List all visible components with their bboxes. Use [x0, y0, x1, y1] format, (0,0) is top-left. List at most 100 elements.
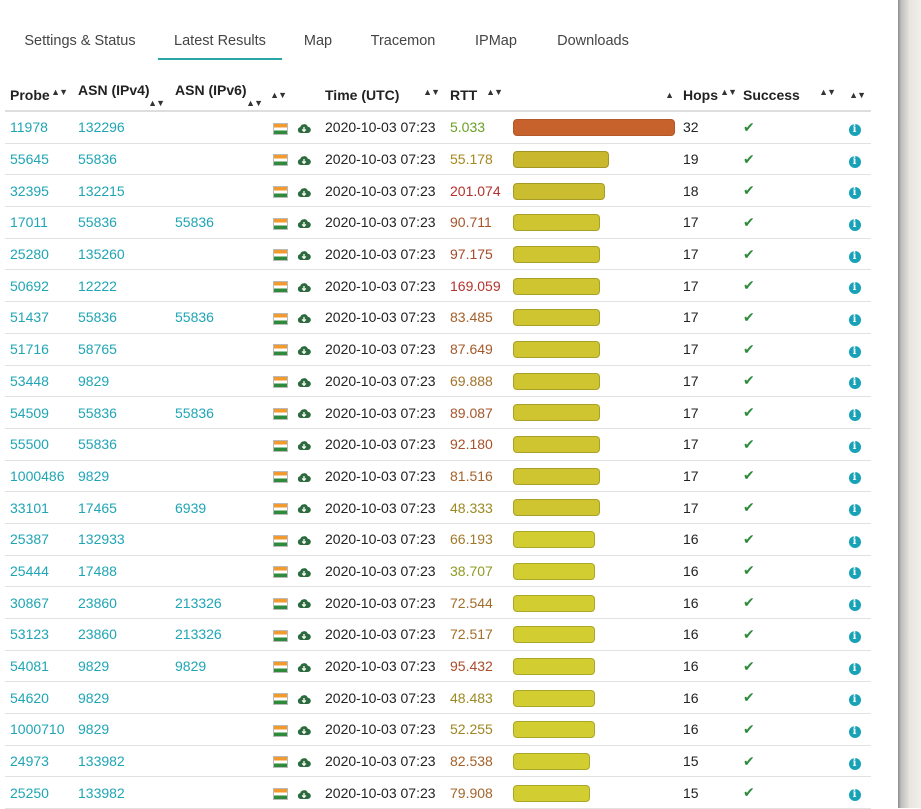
asn-ipv6-link[interactable]: 213326 — [175, 594, 222, 611]
probe-link[interactable]: 30867 — [10, 594, 49, 611]
asn-ipv4-link[interactable]: 12222 — [78, 277, 117, 294]
tab-map[interactable]: Map — [303, 33, 333, 49]
asn-ipv4-link[interactable]: 133982 — [78, 753, 125, 770]
cloud-download-icon[interactable] — [297, 567, 311, 578]
probe-link[interactable]: 55500 — [10, 436, 49, 453]
info-icon[interactable]: i — [848, 345, 861, 358]
info-icon[interactable]: i — [848, 155, 861, 168]
asn-ipv4-link[interactable]: 9829 — [78, 721, 110, 738]
probe-link[interactable]: 1000486 — [10, 467, 65, 484]
header-probe[interactable]: Probe ▲▼ — [5, 80, 73, 112]
asn-ipv6-link[interactable]: 55836 — [175, 214, 214, 231]
cloud-download-icon[interactable] — [297, 725, 311, 736]
asn-ipv4-link[interactable]: 55836 — [78, 309, 117, 326]
probe-link[interactable]: 55645 — [10, 151, 49, 168]
probe-link[interactable]: 1000710 — [10, 721, 65, 738]
asn-ipv4-link[interactable]: 132933 — [78, 531, 125, 548]
cloud-download-icon[interactable] — [297, 408, 311, 419]
info-icon[interactable]: i — [848, 504, 861, 517]
info-icon[interactable]: i — [848, 123, 861, 136]
probe-link[interactable]: 53123 — [10, 626, 49, 643]
info-icon[interactable]: i — [848, 250, 861, 263]
header-asn-ipv6[interactable]: ASN (IPv6) ▲▼ — [170, 80, 268, 112]
asn-ipv4-link[interactable]: 23860 — [78, 594, 117, 611]
info-icon[interactable]: i — [848, 694, 861, 707]
cloud-download-icon[interactable] — [297, 757, 311, 768]
asn-ipv4-link[interactable]: 9829 — [78, 689, 110, 706]
info-icon[interactable]: i — [848, 567, 861, 580]
asn-ipv6-link[interactable]: 55836 — [175, 404, 214, 421]
asn-ipv4-link[interactable]: 135260 — [78, 246, 125, 263]
header-info[interactable]: ▲▼ — [841, 80, 871, 112]
tab-ipmap[interactable]: IPMap — [475, 33, 517, 49]
info-icon[interactable]: i — [848, 630, 861, 643]
header-flag[interactable]: ▲▼ — [268, 80, 292, 112]
cloud-download-icon[interactable] — [297, 472, 311, 483]
cloud-download-icon[interactable] — [297, 187, 311, 198]
asn-ipv4-link[interactable]: 133982 — [78, 784, 125, 801]
cloud-download-icon[interactable] — [297, 630, 311, 641]
probe-link[interactable]: 25387 — [10, 531, 49, 548]
cloud-download-icon[interactable] — [297, 598, 311, 609]
asn-ipv4-link[interactable]: 17488 — [78, 562, 117, 579]
info-icon[interactable]: i — [848, 282, 861, 295]
info-icon[interactable]: i — [848, 757, 861, 770]
asn-ipv6-link[interactable]: 55836 — [175, 309, 214, 326]
cloud-download-icon[interactable] — [297, 789, 311, 800]
info-icon[interactable]: i — [848, 187, 861, 200]
asn-ipv4-link[interactable]: 9829 — [78, 467, 110, 484]
info-icon[interactable]: i — [848, 409, 861, 422]
info-icon[interactable]: i — [848, 535, 861, 548]
info-icon[interactable]: i — [848, 440, 861, 453]
probe-link[interactable]: 54620 — [10, 689, 49, 706]
cloud-download-icon[interactable] — [297, 250, 311, 261]
header-rtt[interactable]: RTT ▲▼ — [445, 80, 508, 112]
cloud-download-icon[interactable] — [297, 694, 311, 705]
info-icon[interactable]: i — [848, 218, 861, 231]
probe-link[interactable]: 17011 — [10, 214, 48, 231]
info-icon[interactable]: i — [848, 472, 861, 485]
probe-link[interactable]: 51716 — [10, 341, 49, 358]
probe-link[interactable]: 54081 — [10, 658, 49, 675]
asn-ipv6-link[interactable]: 9829 — [175, 658, 207, 675]
probe-link[interactable]: 50692 — [10, 277, 49, 294]
tab-downloads[interactable]: Downloads — [557, 33, 629, 49]
probe-link[interactable]: 25280 — [10, 246, 49, 263]
tab-settings-status[interactable]: Settings & Status — [24, 33, 136, 49]
cloud-download-icon[interactable] — [297, 535, 311, 546]
cloud-download-icon[interactable] — [297, 503, 311, 514]
cloud-download-icon[interactable] — [297, 282, 311, 293]
asn-ipv4-link[interactable]: 55836 — [78, 151, 117, 168]
probe-link[interactable]: 25444 — [10, 562, 49, 579]
info-icon[interactable]: i — [848, 662, 861, 675]
tab-latest-results[interactable]: Latest Results — [158, 20, 282, 60]
info-icon[interactable]: i — [848, 599, 861, 612]
info-icon[interactable]: i — [848, 377, 861, 390]
header-success[interactable]: Success ▲▼ — [738, 80, 841, 112]
cloud-download-icon[interactable] — [297, 313, 311, 324]
cloud-download-icon[interactable] — [297, 662, 311, 673]
probe-link[interactable]: 32395 — [10, 182, 49, 199]
probe-link[interactable]: 53448 — [10, 372, 49, 389]
info-icon[interactable]: i — [848, 313, 861, 326]
asn-ipv4-link[interactable]: 9829 — [78, 658, 110, 675]
cloud-download-icon[interactable] — [297, 155, 311, 166]
info-icon[interactable]: i — [848, 725, 861, 738]
asn-ipv6-link[interactable]: 213326 — [175, 626, 222, 643]
header-download[interactable] — [292, 80, 320, 112]
probe-link[interactable]: 24973 — [10, 753, 49, 770]
tab-tracemon[interactable]: Tracemon — [370, 33, 436, 49]
header-time[interactable]: Time (UTC) ▲▼ — [320, 80, 445, 112]
asn-ipv4-link[interactable]: 55836 — [78, 404, 117, 421]
cloud-download-icon[interactable] — [297, 345, 311, 356]
info-icon[interactable]: i — [848, 789, 861, 802]
cloud-download-icon[interactable] — [297, 377, 311, 388]
header-asn-ipv4[interactable]: ASN (IPv4) ▲▼ — [73, 80, 170, 112]
asn-ipv4-link[interactable]: 55836 — [78, 436, 117, 453]
probe-link[interactable]: 51437 — [10, 309, 49, 326]
asn-ipv4-link[interactable]: 17465 — [78, 499, 117, 516]
cloud-download-icon[interactable] — [297, 218, 311, 229]
probe-link[interactable]: 33101 — [10, 499, 49, 516]
asn-ipv4-link[interactable]: 132296 — [78, 119, 125, 136]
cloud-download-icon[interactable] — [297, 123, 311, 134]
